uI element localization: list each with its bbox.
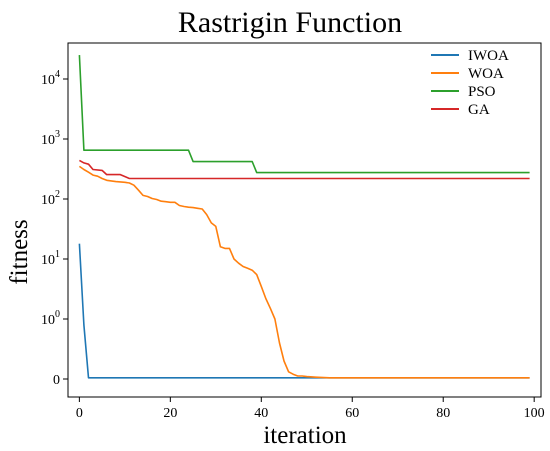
y-axis-label: fitness <box>6 219 33 284</box>
x-tick-label: 100 <box>524 406 545 421</box>
x-axis-label: iteration <box>263 422 347 449</box>
y-tick-label: 103 <box>41 129 60 148</box>
series-line-pso <box>78 55 530 174</box>
y-tick-label: 102 <box>41 189 60 208</box>
chart-title: Rastrigin Function <box>178 6 402 39</box>
series-lines <box>78 55 530 379</box>
series-line-woa <box>78 165 530 379</box>
legend: IWOA WOA PSO GA <box>431 48 509 118</box>
y-tick-label: 101 <box>41 249 60 268</box>
axis-ticks: 0 20 40 60 80 100 0 100 101 102 103 104 <box>41 69 545 421</box>
x-tick-label: 0 <box>76 406 83 421</box>
legend-label-ga: GA <box>468 102 490 118</box>
y-tick-label: 104 <box>41 69 60 88</box>
y-tick-label: 0 <box>53 373 60 388</box>
x-tick-label: 60 <box>345 406 359 421</box>
x-tick-label: 20 <box>163 406 177 421</box>
y-tick-label: 100 <box>41 309 60 328</box>
x-tick-label: 80 <box>436 406 450 421</box>
x-tick-label: 40 <box>254 406 268 421</box>
legend-label-woa: WOA <box>468 66 504 82</box>
plot-frame <box>67 42 542 398</box>
series-line-iwoa <box>78 243 530 379</box>
legend-label-iwoa: IWOA <box>468 48 509 64</box>
series-line-ga <box>79 159 530 180</box>
legend-label-pso: PSO <box>468 84 496 100</box>
